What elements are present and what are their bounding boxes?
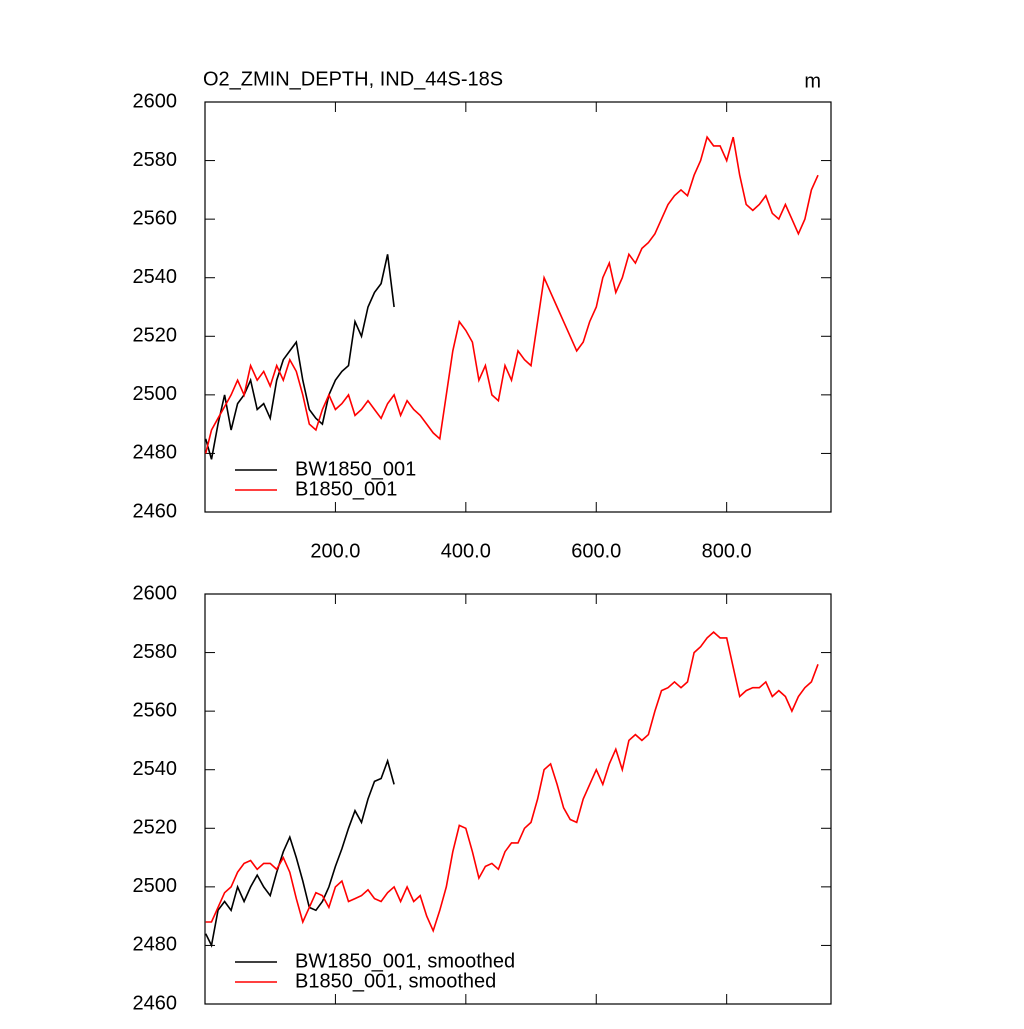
series-line [204, 758, 395, 948]
y-tick-label: 2500 [133, 875, 178, 897]
y-tick-label: 2500 [133, 383, 178, 405]
x-tick-label: 600.0 [571, 540, 621, 562]
series-line [204, 135, 819, 454]
y-tick-label: 2560 [133, 207, 178, 229]
y-tick-label: 2600 [133, 582, 178, 604]
y-tick-label: 2540 [133, 266, 178, 288]
series-line [205, 631, 819, 934]
y-tick-label: 2460 [133, 500, 178, 522]
plot-frame [204, 593, 832, 1005]
y-tick-label: 2560 [133, 699, 178, 721]
y-tick-label: 2460 [133, 992, 178, 1014]
y-tick-label: 2480 [133, 442, 178, 464]
y-tick-label: 2520 [133, 325, 178, 347]
x-tick-label: 800.0 [702, 540, 752, 562]
chart-title: O2_ZMIN_DEPTH, IND_44S-18S [203, 68, 503, 90]
legend-label: BW1850_001 [295, 458, 416, 480]
y-tick-label: 2480 [133, 934, 178, 956]
y-tick-label: 2600 [133, 90, 178, 112]
y-tick-label: 2580 [133, 149, 178, 171]
plot-frame [204, 101, 832, 513]
units-label: m [804, 70, 821, 92]
y-tick-label: 2580 [133, 641, 178, 663]
x-tick-label: 200.0 [310, 540, 360, 562]
y-tick-label: 2520 [133, 817, 178, 839]
x-tick-label: 400.0 [441, 540, 491, 562]
y-tick-label: 2540 [133, 758, 178, 780]
legend-label: B1850_001, smoothed [295, 970, 496, 992]
series-line [204, 254, 395, 460]
legend-label: B1850_001 [295, 478, 397, 500]
legend-label: BW1850_001, smoothed [295, 950, 515, 972]
